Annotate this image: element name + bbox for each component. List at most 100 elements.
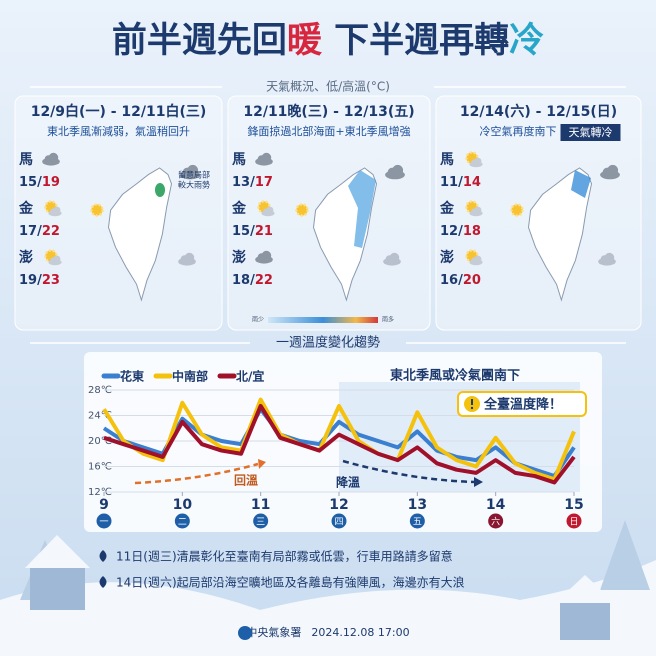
footer: 中央氣象署 2024.12.08 17:00 bbox=[246, 625, 409, 639]
x-tick-label: 14 bbox=[486, 497, 506, 513]
temp-low: 16 bbox=[440, 273, 458, 288]
city-name: 澎 bbox=[19, 249, 33, 266]
cloud-icon bbox=[42, 152, 60, 166]
sun-icon bbox=[510, 203, 524, 217]
weekday-label: 五 bbox=[413, 518, 422, 528]
cloud-icon bbox=[383, 252, 401, 266]
panel-tag: 天氣轉冷 bbox=[569, 125, 613, 139]
cloud-icon bbox=[600, 164, 620, 180]
city-temps: 18/22 bbox=[232, 273, 273, 288]
x-tick-label: 10 bbox=[173, 497, 193, 513]
cloud-part bbox=[261, 152, 272, 163]
warming-label: 回溫 bbox=[234, 474, 258, 488]
cooling-label: 降溫 bbox=[336, 475, 360, 490]
cloud-icon bbox=[180, 164, 200, 180]
cloud-part bbox=[392, 164, 404, 176]
y-tick-label: 24℃ bbox=[88, 411, 112, 422]
agency-logo bbox=[238, 626, 252, 640]
note-icon bbox=[99, 550, 107, 562]
city-temps: 16/20 bbox=[440, 273, 481, 288]
rain-scale-high: 雨多 bbox=[382, 316, 394, 324]
series-line bbox=[103, 403, 576, 485]
weekday-label: 日 bbox=[569, 517, 578, 528]
city-temps: 11/14 bbox=[440, 175, 481, 190]
weekday-label: 六 bbox=[491, 516, 500, 528]
x-tick-label: 13 bbox=[408, 497, 427, 513]
city-name: 金 bbox=[18, 200, 34, 217]
cloud-part bbox=[48, 152, 59, 163]
title-part: 冷 bbox=[509, 21, 544, 61]
cloud-part bbox=[266, 206, 274, 214]
cloud-part bbox=[53, 255, 61, 263]
weekday-badge bbox=[566, 513, 582, 529]
issued: 2024.12.08 17:00 bbox=[311, 626, 409, 639]
warming-arrow bbox=[134, 462, 259, 485]
temp-low: 17 bbox=[19, 224, 37, 239]
cloud-icon bbox=[598, 252, 616, 266]
chart-headline: 東北季風或冷氣團南下 bbox=[390, 368, 520, 384]
temp-low: 15 bbox=[232, 224, 250, 239]
cooling-arrow bbox=[342, 459, 476, 484]
temp-high: 20 bbox=[463, 273, 481, 288]
y-tick-label: 12℃ bbox=[88, 487, 112, 498]
temp-separator: / bbox=[250, 175, 255, 190]
title-part: 暖 bbox=[287, 21, 323, 61]
cloud-icon bbox=[255, 250, 273, 264]
weekday-label: 一 bbox=[99, 518, 108, 528]
panel-date: 12/14(六) - 12/15(日) bbox=[460, 103, 617, 120]
temp-high: 17 bbox=[255, 175, 273, 190]
note: 11日(週三)清晨彰化至臺南有局部霧或低雲，行車用路請多留意 bbox=[116, 549, 453, 564]
temp-separator: / bbox=[37, 175, 42, 190]
title-part: 下半週再轉 bbox=[322, 21, 509, 61]
rain-area bbox=[348, 170, 376, 248]
alert-box bbox=[457, 391, 587, 417]
x-tick-label: 12 bbox=[329, 497, 348, 513]
cloud-icon bbox=[178, 252, 196, 266]
weekday-badge bbox=[409, 513, 425, 529]
cooling-arrowhead bbox=[474, 477, 483, 487]
tag-box bbox=[560, 124, 621, 141]
temp-separator: / bbox=[458, 224, 463, 239]
taiwan-map bbox=[107, 167, 173, 302]
rain-scale-low: 雨少 bbox=[252, 317, 264, 324]
cloud-part bbox=[389, 252, 400, 263]
y-tick-label: 28℃ bbox=[88, 385, 112, 396]
cloud-part bbox=[184, 252, 195, 263]
temp-separator: / bbox=[250, 273, 255, 288]
cloud-part bbox=[474, 206, 482, 214]
alert-icon-dot bbox=[470, 406, 474, 410]
title-part: 前半週先回 bbox=[112, 21, 287, 61]
temp-low: 19 bbox=[19, 273, 37, 288]
cloud-icon bbox=[469, 157, 483, 168]
sun-icon bbox=[90, 203, 104, 217]
panel-description: 冷空氣再度南下 bbox=[480, 124, 557, 138]
cloud-icon bbox=[48, 206, 62, 217]
temp-high: 19 bbox=[42, 175, 60, 190]
temp-low: 12 bbox=[440, 224, 458, 239]
x-tick-label: 11 bbox=[251, 497, 270, 513]
cloud-part bbox=[604, 252, 615, 263]
weekday-badge bbox=[253, 513, 269, 529]
rain-scale-bar bbox=[268, 317, 378, 323]
cloud-part bbox=[474, 157, 482, 165]
rain-area bbox=[571, 170, 591, 198]
city-name: 馬 bbox=[440, 152, 454, 168]
weekday-label: 二 bbox=[178, 518, 187, 528]
note-icon bbox=[99, 576, 107, 588]
cloud-icon bbox=[255, 152, 273, 166]
city-temps: 12/18 bbox=[440, 224, 481, 239]
cloud-icon bbox=[469, 206, 483, 217]
panel-note: 較大雨勢 bbox=[178, 180, 210, 190]
rain-area bbox=[155, 183, 165, 197]
weekday-badge bbox=[488, 513, 504, 529]
x-tick-label: 15 bbox=[564, 497, 583, 513]
city-temps: 17/22 bbox=[19, 224, 60, 239]
chart-section-title: 一週溫度變化趨勢 bbox=[276, 335, 380, 351]
legend-label: 北/宜 bbox=[236, 369, 264, 384]
title: 前半週先回暖 下半週再轉冷 bbox=[112, 21, 544, 61]
y-tick-label: 20℃ bbox=[88, 436, 112, 447]
snow-scenery bbox=[0, 520, 656, 656]
alert-text: 全臺溫度降！ bbox=[483, 397, 562, 413]
